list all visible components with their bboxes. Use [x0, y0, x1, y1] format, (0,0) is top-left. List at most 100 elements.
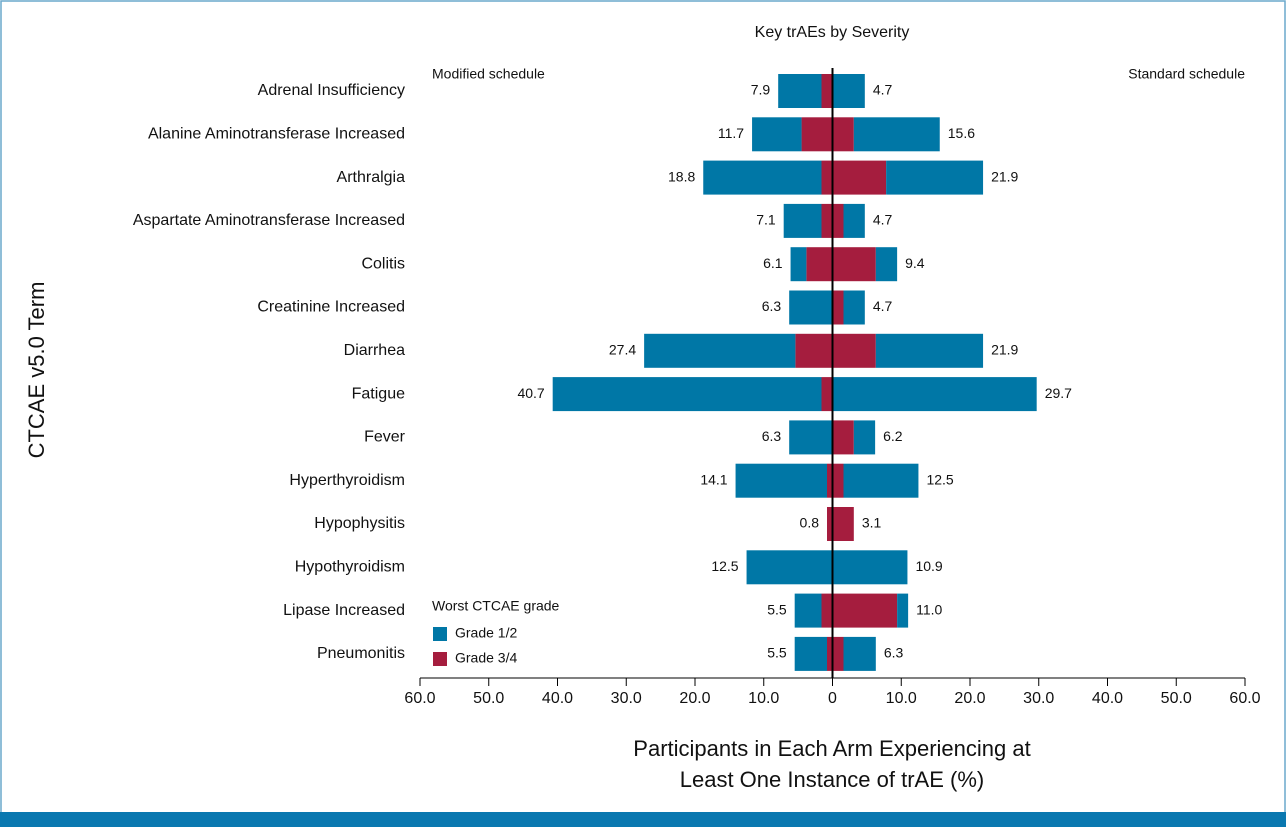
bar-segment — [789, 290, 833, 325]
x-tick-label: 30.0 — [611, 690, 642, 707]
category-label: Creatinine Increased — [257, 299, 405, 316]
x-tick-label: 60.0 — [1229, 690, 1260, 707]
bar-segment — [827, 636, 833, 671]
bar-segment — [832, 247, 876, 282]
value-label: 7.9 — [751, 82, 771, 98]
bar-segment — [821, 377, 833, 412]
x-tick-label: 60.0 — [404, 690, 435, 707]
x-tick-label: 30.0 — [1023, 690, 1054, 707]
bar-segment — [832, 507, 854, 541]
bar-segment — [832, 117, 854, 152]
x-tick-label: 20.0 — [679, 690, 710, 707]
arm-label: Modified schedule — [432, 66, 545, 82]
bar-segment — [832, 74, 865, 108]
category-label: Colitis — [361, 255, 405, 272]
category-label: Arthralgia — [337, 169, 406, 186]
value-label: 6.3 — [762, 298, 782, 314]
legend-swatch — [433, 652, 447, 666]
bar-segment — [783, 203, 822, 238]
x-tick-label: 50.0 — [473, 690, 504, 707]
legend-swatch — [433, 627, 447, 641]
y-axis-label: CTCAE v5.0 Term — [24, 282, 49, 459]
value-label: 6.2 — [883, 428, 903, 444]
bar-segment — [752, 117, 802, 152]
bar-segment — [832, 593, 898, 628]
value-label: 29.7 — [1045, 385, 1072, 401]
bar-segment — [843, 636, 876, 671]
bar-segment — [832, 420, 854, 455]
legend-title: Worst CTCAE grade — [432, 598, 560, 614]
footer-bar — [0, 812, 1286, 827]
value-label: 18.8 — [668, 168, 695, 184]
value-label: 6.1 — [763, 255, 783, 271]
bar-segment — [853, 117, 940, 152]
bar-segment — [875, 247, 898, 282]
value-label: 21.9 — [991, 168, 1018, 184]
x-tick-label: 40.0 — [1092, 690, 1123, 707]
x-tick-label: 50.0 — [1161, 690, 1192, 707]
x-tick-label: 10.0 — [886, 690, 917, 707]
value-label: 9.4 — [905, 255, 925, 271]
category-label: Hyperthyroidism — [289, 472, 405, 489]
category-label: Pneumonitis — [317, 645, 405, 662]
bar-segment — [832, 377, 1037, 412]
bar-segment — [843, 203, 865, 238]
value-label: 10.9 — [915, 558, 942, 574]
bar-segment — [832, 636, 844, 671]
arm-label: Standard schedule — [1128, 66, 1245, 82]
value-label: 6.3 — [762, 428, 782, 444]
category-label: Fever — [364, 429, 406, 446]
bar-segment — [827, 463, 833, 498]
category-label: Hypothyroidism — [295, 559, 405, 576]
bar-segment — [746, 550, 833, 585]
bar-segment — [794, 593, 822, 628]
x-tick-label: 0 — [828, 690, 837, 707]
bar-segment — [778, 74, 822, 108]
bar-segment — [827, 507, 833, 541]
category-label: Adrenal Insufficiency — [258, 82, 405, 99]
value-label: 4.7 — [873, 82, 893, 98]
value-label: 21.9 — [991, 342, 1018, 358]
value-label: 27.4 — [609, 342, 636, 358]
legend-label: Grade 3/4 — [455, 650, 517, 666]
category-label: Alanine Aminotransferase Increased — [148, 126, 405, 143]
value-label: 4.7 — [873, 212, 893, 228]
x-tick-label: 40.0 — [542, 690, 573, 707]
bar-segment — [552, 377, 822, 412]
bar-segment — [897, 593, 909, 628]
bar-segment — [821, 160, 833, 195]
bar-segment — [843, 463, 919, 498]
bar-segment — [789, 420, 833, 455]
value-label: 12.5 — [926, 471, 953, 487]
x-axis-label: Least One Instance of trAE (%) — [680, 767, 984, 792]
bar-segment — [821, 74, 833, 108]
bar-segment — [794, 636, 827, 671]
bar-segment — [875, 333, 984, 368]
value-label: 15.6 — [948, 125, 975, 141]
value-label: 4.7 — [873, 298, 893, 314]
bar-segment — [644, 333, 796, 368]
bar-segment — [832, 550, 908, 585]
legend-label: Grade 1/2 — [455, 625, 517, 641]
bar-segment — [832, 333, 876, 368]
bar-segment — [832, 463, 844, 498]
bar-segment — [832, 290, 844, 325]
bar-segment — [806, 247, 833, 282]
bar-segment — [832, 160, 887, 195]
chart-title: Key trAEs by Severity — [755, 24, 910, 41]
value-label: 11.0 — [916, 601, 942, 617]
value-label: 40.7 — [517, 385, 544, 401]
bar-segment — [853, 420, 876, 455]
bar-segment — [843, 290, 865, 325]
value-label: 0.8 — [800, 515, 820, 531]
bar-segment — [790, 247, 807, 282]
value-label: 12.5 — [711, 558, 738, 574]
value-label: 7.1 — [756, 212, 776, 228]
bar-segment — [801, 117, 833, 152]
x-tick-label: 20.0 — [954, 690, 985, 707]
value-label: 6.3 — [884, 645, 904, 661]
bar-segment — [821, 593, 833, 628]
bar-segment — [821, 203, 833, 238]
category-label: Fatigue — [352, 385, 405, 402]
